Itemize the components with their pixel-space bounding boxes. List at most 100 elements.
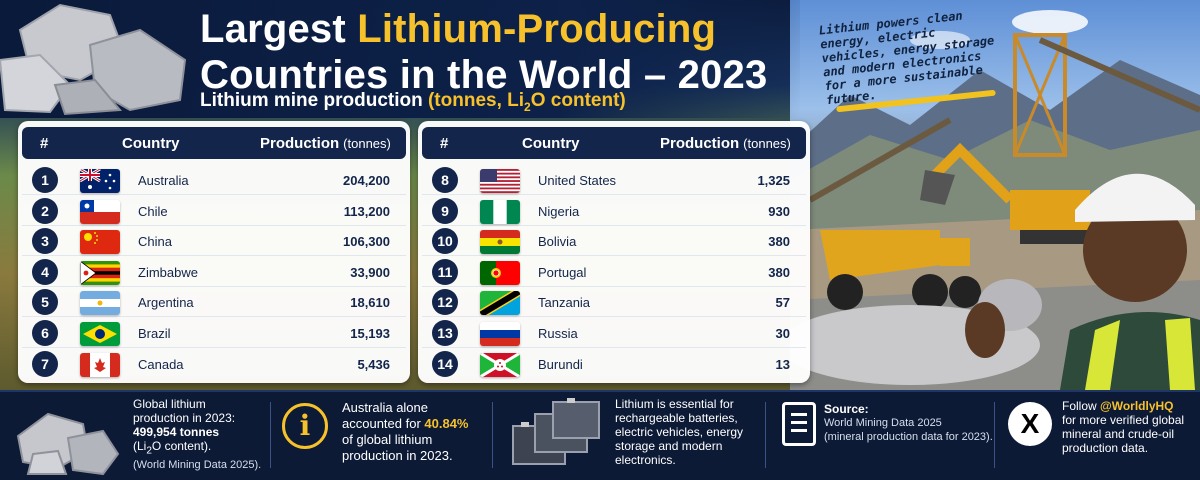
footer-divider	[492, 402, 493, 468]
global-line-4: (Li2O content).	[133, 439, 261, 458]
rank-badge: 3	[32, 228, 58, 255]
follow-text: Follow @WorldlyHQ for more verified glob…	[1062, 399, 1184, 455]
production-value: 380	[768, 234, 790, 250]
country-name: Chile	[138, 203, 168, 219]
production-value: 113,200	[343, 203, 390, 219]
production-value: 18,610	[350, 295, 390, 311]
rank-badge: 13	[432, 320, 458, 346]
global-line-2: production in 2023:	[133, 411, 236, 425]
header-rank: #	[40, 135, 49, 152]
source-text: Source: World Mining Data 2025 (mineral …	[824, 402, 993, 444]
table-row: 14 Burundi 13	[422, 349, 806, 379]
table-row: 13 Russia 30	[422, 318, 806, 348]
footer-divider	[994, 402, 995, 468]
table-row: 7 Canada 5,436	[22, 349, 406, 379]
canada-flag-icon	[80, 352, 120, 377]
production-value: 106,300	[343, 234, 390, 250]
title-line-2: Countries in the World – 2023	[200, 53, 768, 97]
table-header: # Country Production (tonnes)	[22, 127, 406, 159]
rank-badge: 8	[432, 167, 458, 193]
production-value: 930	[768, 203, 790, 219]
global-l4-a: (Li	[133, 439, 147, 453]
country-name: Australia	[138, 173, 189, 188]
header-country: Country	[522, 135, 580, 152]
tanzania-flag-icon	[480, 291, 520, 316]
lithium-ore-rocks-image	[0, 3, 187, 116]
brazil-flag-icon	[80, 322, 120, 346]
table-row: 2 Chile 113,200	[22, 196, 406, 226]
production-value: 1,325	[757, 173, 790, 188]
table-row: 11 Portugal 380	[422, 257, 806, 287]
header-production: Production (tonnes)	[260, 135, 391, 152]
uses-line-1: Lithium is essential for	[615, 397, 734, 411]
title-highlight: Lithium-Producing	[357, 7, 717, 51]
rank-badge: 11	[432, 258, 458, 285]
ranking-table-right: # Country Production (tonnes) 8 United Sta…	[418, 121, 810, 383]
follow-line-3: mineral and crude-oil	[1062, 427, 1175, 441]
chile-flag-icon	[80, 199, 120, 224]
header-production-label: Production	[260, 135, 340, 152]
global-line-1: Global lithium	[133, 397, 206, 411]
table-row: 10 Bolivia 380	[422, 226, 806, 257]
rank-badge: 6	[32, 320, 58, 346]
header-rank: #	[440, 135, 449, 152]
aus-line-2: accounted for 40.84%	[342, 416, 468, 432]
production-value: 57	[775, 295, 790, 311]
aus-l2-text: accounted for	[342, 416, 425, 431]
table-row: 1 Australia 204,200	[22, 165, 406, 195]
follow-line-2: for more verified global	[1062, 413, 1185, 427]
production-value: 15,193	[350, 326, 390, 341]
lithium-ore-icon	[16, 412, 120, 476]
table-row: 9 Nigeria 930	[422, 196, 806, 226]
country-name: Brazil	[138, 326, 171, 341]
production-value: 13	[775, 356, 790, 372]
subtitle: Lithium mine production (tonnes, Li2O co…	[200, 90, 626, 114]
table-row: 4 Zimbabwe 33,900	[22, 257, 406, 287]
portugal-flag-icon	[480, 260, 520, 285]
nigeria-flag-icon	[480, 199, 520, 224]
argentina-flag-icon	[80, 291, 120, 316]
uses-line-3: electric vehicles, energy	[615, 425, 744, 439]
global-source: (World Mining Data 2025).	[133, 459, 262, 472]
country-name: Portugal	[538, 264, 587, 280]
rank-badge: 5	[32, 289, 58, 316]
country-name: Argentina	[138, 295, 194, 311]
country-name: Nigeria	[538, 203, 580, 219]
mining-site-illustration	[790, 0, 1200, 390]
follow-line-4: production data.	[1062, 441, 1149, 455]
production-value: 30	[775, 326, 790, 341]
uses-line-2: rechargeable batteries,	[615, 411, 738, 425]
production-value: 33,900	[350, 264, 390, 280]
country-name: Tanzania	[538, 295, 591, 311]
global-production-text: Global lithium production in 2023: 499,9…	[133, 397, 261, 472]
aus-line-1: Australia alone	[342, 400, 428, 415]
aus-line-3: of global lithium	[342, 432, 433, 447]
aus-percent: 40.84%	[424, 416, 469, 431]
table-row: 3 China 106,300	[22, 226, 406, 257]
country-name: Russia	[538, 326, 578, 341]
footer-divider	[765, 402, 766, 468]
country-name: Canada	[138, 356, 184, 372]
follow-handle[interactable]: @WorldlyHQ	[1100, 399, 1174, 413]
page-title: Largest Lithium-Producing Countries in t…	[200, 6, 767, 98]
rank-badge: 10	[432, 228, 458, 255]
rank-badge: 7	[32, 350, 58, 377]
lithium-uses-text: Lithium is essential for rechargeable ba…	[615, 397, 743, 467]
follow-prefix: Follow	[1062, 399, 1101, 413]
rank-badge: 9	[432, 197, 458, 224]
country-name: United States	[538, 173, 617, 188]
australia-flag-icon	[80, 169, 120, 193]
uses-line-5: electronics.	[615, 453, 676, 467]
global-l4-b: O content).	[151, 439, 212, 453]
country-name: Burundi	[538, 356, 583, 372]
production-value: 380	[768, 264, 790, 280]
rank-badge: 2	[32, 197, 58, 224]
country-name: Bolivia	[538, 234, 577, 250]
header-country: Country	[122, 135, 180, 152]
table-header: # Country Production (tonnes)	[422, 127, 806, 159]
table-row: 6 Brazil 15,193	[22, 318, 406, 348]
subtitle-subscript: 2	[524, 99, 531, 114]
global-value: 499,954 tonnes	[133, 425, 220, 439]
source-line-1: World Mining Data 2025	[824, 417, 942, 429]
info-icon: i	[282, 403, 328, 449]
